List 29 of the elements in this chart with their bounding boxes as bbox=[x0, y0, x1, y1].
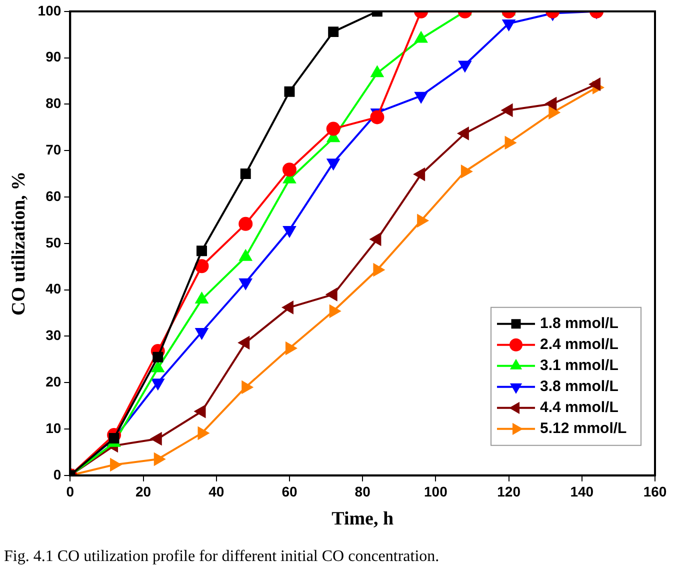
x-tick-label: 40 bbox=[208, 484, 224, 500]
y-tick-label: 20 bbox=[46, 373, 62, 390]
y-tick-label: 70 bbox=[46, 141, 62, 158]
x-tick-label: 100 bbox=[424, 484, 448, 500]
legend-label: 3.8 mmol/L bbox=[540, 378, 618, 396]
y-tick-label: 50 bbox=[46, 234, 62, 250]
legend-label: 2.4 mmol/L bbox=[540, 336, 618, 354]
caption: Fig. 4.1 CO utilization profile for different initial CO concentration. bbox=[4, 548, 440, 566]
x-tick-label: 140 bbox=[570, 484, 594, 500]
y-tick-label: 10 bbox=[46, 420, 62, 436]
legend-label: 3.1 mmol/L bbox=[540, 357, 618, 374]
x-axis-title: Time, h bbox=[332, 508, 394, 530]
x-tick-label: 20 bbox=[135, 484, 152, 500]
y-tick-label: 90 bbox=[46, 48, 62, 65]
legend-label: 1.8 mmol/L bbox=[540, 315, 618, 332]
x-tick-label: 80 bbox=[354, 484, 371, 500]
y-tick-label: 60 bbox=[46, 188, 62, 204]
y-tick-label: 100 bbox=[38, 2, 62, 18]
x-tick-label: 160 bbox=[643, 484, 667, 500]
y-tick-label: 30 bbox=[46, 327, 62, 344]
x-tick-label: 0 bbox=[66, 484, 74, 500]
y-tick-label: 0 bbox=[53, 466, 62, 482]
legend-label: 5.12 mmol/L bbox=[540, 420, 627, 438]
y-tick-label: 80 bbox=[46, 95, 62, 112]
y-axis-title: CO utilization, % bbox=[8, 171, 30, 316]
y-tick-label: 40 bbox=[46, 280, 62, 297]
x-tick-label: 120 bbox=[497, 484, 521, 500]
x-tick-label: 60 bbox=[282, 484, 298, 500]
legend-label: 4.4 mmol/L bbox=[540, 399, 618, 416]
